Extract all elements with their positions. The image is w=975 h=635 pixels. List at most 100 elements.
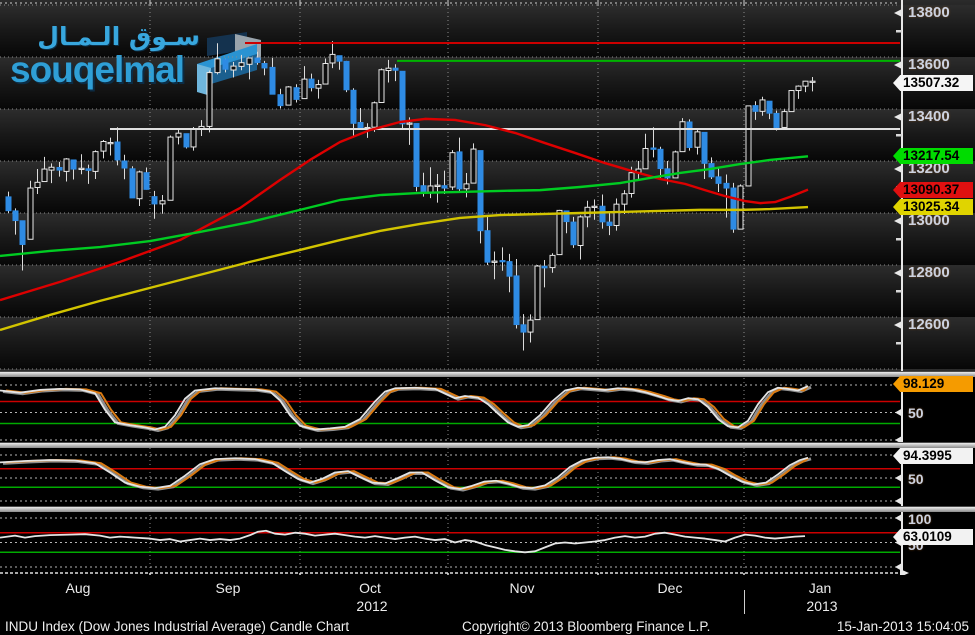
x-axis-month-label: Jan <box>808 580 832 596</box>
yellow-ma-value-badge: 13025.34 <box>893 199 973 215</box>
candle-body <box>549 254 556 269</box>
price-axis-minor-tick <box>896 238 902 241</box>
candle-body <box>357 122 364 129</box>
logo-arabic-text: سـوق الـمـال <box>37 22 200 51</box>
price-axis-tick <box>894 61 902 69</box>
osc-k-line <box>0 456 809 490</box>
candle-body <box>520 324 527 333</box>
candle-body <box>434 184 441 187</box>
x-axis-month-label: Sep <box>215 580 241 596</box>
candle-body <box>329 53 336 64</box>
panel-axis-label: 50 <box>908 471 924 487</box>
candle-body <box>686 121 693 148</box>
osc-k-line <box>0 385 809 431</box>
candle-body <box>701 131 708 164</box>
candle-body <box>167 136 174 201</box>
timestamp: 15-Jan-2013 15:04:05 <box>836 619 969 634</box>
candle-body <box>752 105 759 112</box>
candle-body <box>78 167 85 170</box>
stoch1-value-badge: 98.129 <box>893 376 973 392</box>
price-axis-label: 12600 <box>908 316 950 333</box>
last-price-badge: 13507.32 <box>893 75 973 91</box>
candle-body <box>506 261 513 277</box>
souqelmal-logo: سـوق الـمـال souqelmal <box>10 24 200 88</box>
price-axis-tick <box>894 217 902 225</box>
stoch2-value-badge: 94.3995 <box>893 448 973 464</box>
candle-body <box>159 200 166 205</box>
panel-separator-2[interactable] <box>0 442 975 448</box>
ma-yellow <box>0 205 809 332</box>
candle-body <box>63 158 70 172</box>
candle-body <box>254 57 261 63</box>
price-axis-label: 13600 <box>908 56 950 73</box>
price-axis-minor-tick <box>896 290 902 293</box>
candle-body <box>143 172 150 190</box>
candle-body <box>730 187 737 230</box>
candle-body <box>350 89 357 124</box>
price-axis-minor-tick <box>896 30 902 33</box>
candle-body <box>534 265 541 321</box>
ma-red <box>0 117 809 302</box>
candle-body <box>114 141 121 161</box>
candle-body <box>657 148 664 170</box>
price-axis-tick <box>894 165 902 173</box>
candle-body <box>737 185 744 230</box>
panel-separator-1[interactable] <box>0 371 975 377</box>
candle-body <box>206 72 213 127</box>
candle-body <box>322 63 329 85</box>
candle-body <box>570 221 577 246</box>
candle-body <box>556 209 563 256</box>
candle-body <box>470 148 477 184</box>
price-axis-label: 13200 <box>908 160 950 177</box>
panel-axis-tick <box>895 474 902 482</box>
candle-body <box>672 151 679 179</box>
x-axis-month-label: Aug <box>65 580 91 596</box>
candle-body <box>463 183 470 190</box>
candle-body <box>427 185 434 193</box>
candle-body <box>301 78 308 100</box>
candle-body <box>136 171 143 200</box>
candle-body <box>499 260 506 263</box>
candle-body <box>129 168 136 199</box>
candle-body <box>222 59 229 70</box>
osc-k-line <box>0 529 806 554</box>
chart-title: INDU Index (Dow Jones Industrial Average… <box>5 619 350 634</box>
candle-body <box>190 128 197 148</box>
panel-axis-tick <box>895 408 902 417</box>
candle-body <box>378 69 385 103</box>
candle-body <box>27 187 34 240</box>
candle-body <box>315 84 322 89</box>
panel-axis-label: 100 <box>908 511 932 527</box>
panel-axis-label: 50 <box>908 405 924 421</box>
candle-body <box>175 132 182 138</box>
candle-body <box>19 220 26 245</box>
logo-latin-text: souqelmal <box>10 49 185 90</box>
candle-body <box>34 181 41 189</box>
candle-body <box>621 193 628 205</box>
panel-separator-3[interactable] <box>0 506 975 512</box>
candle-body <box>491 260 498 263</box>
candle-body <box>151 196 158 205</box>
candle-body <box>456 151 463 190</box>
candle-body <box>650 147 657 150</box>
candle-body <box>413 123 420 187</box>
candle-body <box>48 166 55 171</box>
chart-canvas[interactable] <box>0 0 975 575</box>
candle-body <box>336 55 343 62</box>
candle-body <box>766 100 773 114</box>
candle-body <box>41 168 48 183</box>
candle-body <box>269 66 276 95</box>
price-axis-label: 13800 <box>908 4 950 21</box>
price-axis-minor-tick <box>896 342 902 345</box>
candle-body <box>406 122 413 125</box>
x-axis-year-label: 2012 <box>356 598 388 614</box>
candle-body <box>261 63 268 69</box>
candle-body <box>449 152 456 188</box>
candle-body <box>5 196 12 212</box>
candle-body <box>293 87 300 100</box>
candle-body <box>606 221 613 226</box>
candle-body <box>399 70 406 125</box>
x-axis-month-label: Oct <box>359 580 381 596</box>
candle-body <box>563 210 570 223</box>
